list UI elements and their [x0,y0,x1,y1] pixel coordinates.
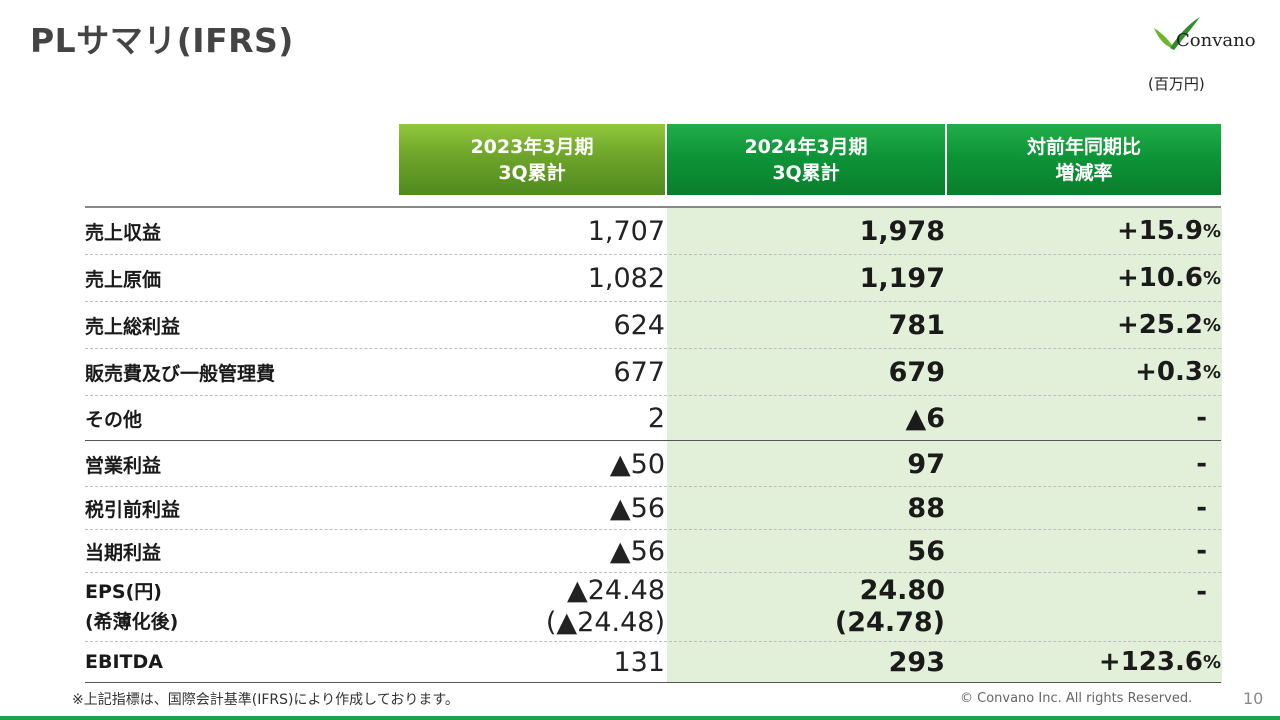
yoy-number: - [1196,449,1207,479]
footnote: ※上記指標は、国際会計基準(IFRS)により作成しております。 [72,692,459,708]
value-fy2023: ▲50 [609,448,665,480]
value-line2: (▲24.48) [545,607,665,638]
unit-label: (百万円) [1148,75,1205,93]
value-line1: 24.80 [859,575,945,606]
yoy-unit: % [1202,651,1221,673]
value-yoy: - [947,442,1221,486]
yoy-number: - [1196,493,1207,523]
row-label: 売上収益 [85,221,162,244]
row-label-line1: EPS(円) [85,581,162,603]
yoy-number: +0.3 [1135,357,1203,387]
yoy-unit: % [1202,361,1221,383]
yoy-number: +15.9 [1117,216,1203,246]
value-fy2023: ▲56 [609,492,665,524]
value-yoy: +15.9% [947,208,1221,254]
page-title: PLサマリ(IFRS) [30,21,294,60]
value-fy2024: 781 [888,309,945,341]
row-label: EPS(円) (希薄化後) [85,573,395,641]
table-row-operating-profit: 営業利益 ▲50 97 - [85,442,1221,487]
row-label: 営業利益 [85,454,162,477]
table-bottom-rule [85,682,1221,683]
row-label: 売上総利益 [85,315,181,338]
value-fy2024: 1,978 [859,215,945,247]
value-fy2024: 293 [888,646,945,678]
table-row-sga: 販売費及び一般管理費 677 679 +0.3% [85,349,1221,396]
table-row-ebitda: EBITDA 131 293 +123.6% [85,642,1221,682]
page-number: 10 [1243,689,1264,708]
row-label: 税引前利益 [85,498,181,521]
table-row-other: その他 2 ▲6 - [85,396,1221,441]
value-fy2024: 1,197 [859,262,945,294]
value-yoy: - [947,573,1221,641]
value-fy2023: 1,707 [587,215,665,247]
row-label: その他 [85,408,143,431]
value-yoy: +123.6% [947,642,1221,682]
column-header-fy2024: 2024年3月期 3Q累計 [667,124,945,195]
column-header-line2: 3Q累計 [498,161,566,184]
yoy-unit: % [1202,267,1221,289]
value-fy2024: 679 [888,356,945,388]
value-fy2024: 56 [907,535,945,567]
value-line1: ▲24.48 [566,575,665,606]
value-fy2023: 624 [613,309,665,341]
column-header-line1: 2024年3月期 [744,135,868,158]
row-label: 当期利益 [85,541,162,564]
value-fy2023: 677 [613,356,665,388]
highlight-band [667,208,1222,683]
row-label: 販売費及び一般管理費 [85,362,276,385]
copyright: © Convano Inc. All rights Reserved. [960,691,1193,706]
value-fy2023: 131 [613,646,665,678]
row-label: 売上原価 [85,268,162,291]
value-fy2023: 1,082 [587,262,665,294]
value-yoy: +25.2% [947,302,1221,348]
yoy-number: - [1196,403,1207,433]
column-header-line2: 3Q累計 [772,161,840,184]
value-fy2024: 97 [907,448,945,480]
yoy-unit: % [1202,220,1221,242]
table-row-cost-of-sales: 売上原価 1,082 1,197 +10.6% [85,255,1221,302]
table-row-revenue: 売上収益 1,707 1,978 +15.9% [85,208,1221,255]
value-yoy: - [947,530,1221,572]
table-top-rule [85,206,1221,208]
value-yoy: - [947,487,1221,529]
column-header-fy2023: 2023年3月期 3Q累計 [399,124,665,195]
company-logo: Convano [1148,14,1268,54]
yoy-number: - [1196,577,1207,607]
column-header-line1: 2023年3月期 [470,135,594,158]
bottom-accent-bar [0,716,1280,720]
column-header-line2: 増減率 [1055,161,1113,184]
yoy-number: +123.6 [1098,647,1203,677]
value-yoy: +0.3% [947,349,1221,395]
value-fy2024: ▲6 [905,402,945,434]
table-row-gross-profit: 売上総利益 624 781 +25.2% [85,302,1221,349]
value-fy2024: 88 [907,492,945,524]
value-yoy: +10.6% [947,255,1221,301]
value-fy2023: ▲24.48 (▲24.48) [399,573,665,641]
column-header-yoy: 対前年同期比 増減率 [947,124,1221,195]
table-row-pretax-profit: 税引前利益 ▲56 88 - [85,487,1221,530]
column-header-line1: 対前年同期比 [1026,135,1141,158]
logo-text: Convano [1176,30,1256,51]
value-line2: (24.78) [834,607,945,638]
table-row-net-profit: 当期利益 ▲56 56 - [85,530,1221,573]
value-fy2023: 2 [647,402,665,434]
row-label: EBITDA [85,651,163,673]
value-fy2024: 24.80 (24.78) [667,573,945,641]
yoy-number: - [1196,536,1207,566]
value-fy2023: ▲56 [609,535,665,567]
value-yoy: - [947,396,1221,440]
leaf-icon [1154,17,1200,50]
yoy-number: +25.2 [1117,310,1203,340]
yoy-unit: % [1202,314,1221,336]
yoy-number: +10.6 [1117,263,1203,293]
row-label-line2: (希薄化後) [85,611,179,633]
table-row-eps: EPS(円) (希薄化後) ▲24.48 (▲24.48) 24.80 (24.… [85,573,1221,642]
